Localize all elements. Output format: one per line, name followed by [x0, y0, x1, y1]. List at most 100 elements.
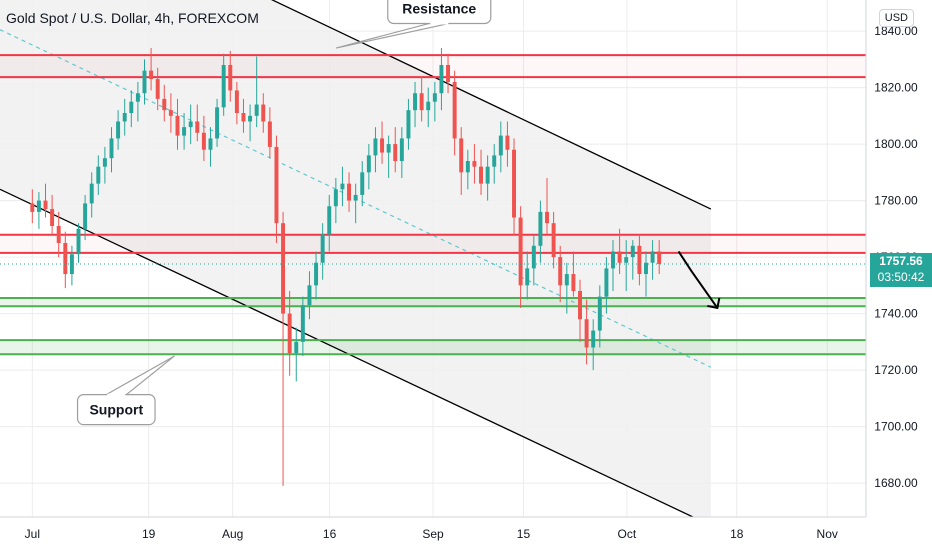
candle-body [135, 93, 140, 102]
candle-body [36, 200, 41, 212]
candle-body [182, 127, 187, 136]
candle-body [221, 64, 226, 108]
candle-body [261, 104, 266, 122]
support-band-upper [0, 298, 866, 307]
currency-badge[interactable]: USD [878, 9, 914, 27]
x-tick-label-2: Aug [222, 527, 243, 541]
candle-body [215, 107, 220, 139]
last-price-tag: 1757.56 03:50:42 [870, 253, 932, 287]
candle-body [333, 189, 338, 207]
candle-body [459, 138, 464, 173]
candle-body [426, 101, 431, 111]
candle-body [538, 211, 543, 246]
candle-body [657, 251, 662, 264]
candle-body [597, 296, 602, 331]
candle-body [195, 121, 200, 133]
projection-arrowhead [707, 297, 721, 310]
candle-body [83, 203, 88, 229]
projection-arrow [677, 250, 719, 309]
time-axis-bg [0, 517, 932, 550]
candle-body [465, 161, 470, 173]
x-tick-label-0: Jul [25, 527, 40, 541]
candle-body [254, 104, 259, 116]
candle-body [155, 79, 160, 99]
candle-body [201, 132, 206, 150]
candle-body [327, 206, 332, 235]
candle-body [624, 257, 629, 263]
channel-zone [0, 0, 711, 526]
candle-body [399, 138, 404, 162]
candle-body [545, 211, 549, 224]
candle-body [571, 274, 576, 291]
callout-pointer-0 [335, 22, 450, 49]
candle-body [380, 138, 385, 153]
candle-body [320, 234, 325, 263]
candle-body [116, 121, 121, 139]
candle-body [96, 166, 101, 184]
candle-body [578, 290, 582, 320]
candle-body [56, 226, 61, 243]
x-tick-label-4: Sep [422, 527, 444, 541]
candle-body [531, 245, 536, 269]
candle-body [366, 155, 371, 173]
candle-body [637, 245, 642, 275]
y-tick-label-6: 1800.00 [874, 137, 918, 151]
support-band-lower [0, 340, 866, 355]
candle-body [287, 313, 292, 354]
candle-body [617, 251, 622, 263]
y-tick-label-5: 1780.00 [874, 194, 918, 208]
candle-body [188, 121, 193, 128]
candle-body [564, 274, 569, 286]
x-tick-label-1: 19 [142, 527, 156, 541]
bar-countdown: 03:50:42 [877, 270, 925, 284]
candle-body [340, 183, 345, 190]
x-tick-label-8: Nov [817, 527, 838, 541]
candle-body [644, 262, 648, 275]
x-tick-label-7: 18 [730, 527, 744, 541]
candle-body [439, 64, 444, 94]
candle-body [122, 113, 127, 122]
x-tick-label-5: 15 [517, 527, 531, 541]
candles [30, 48, 662, 486]
candle-body [498, 135, 503, 156]
candle-body [267, 121, 272, 147]
candle-body [102, 158, 107, 167]
y-tick-label-2: 1720.00 [874, 363, 918, 377]
candle-body [208, 138, 213, 150]
candle-body [393, 144, 398, 162]
candle-body [63, 242, 68, 275]
candle-body [512, 149, 517, 218]
candle-body [168, 110, 173, 116]
candle-body [281, 223, 286, 314]
y-tick-label-8: 1840.00 [874, 24, 918, 38]
channel-lower-line [0, 188, 712, 527]
candle-body [89, 183, 94, 204]
candle-body [300, 305, 305, 342]
candle-body [413, 93, 418, 111]
candle-body [30, 203, 35, 212]
candle-body [175, 115, 180, 136]
candle-body [373, 138, 378, 156]
candle-body [446, 64, 451, 82]
candle-body [248, 115, 253, 122]
resistance-band-upper [0, 55, 866, 78]
candle-body [472, 161, 477, 167]
candle-body [274, 146, 279, 224]
resistance-band-lower [0, 234, 866, 253]
chart-title: Gold Spot / U.S. Dollar, 4h, FOREXCOM [6, 10, 259, 26]
candle-body [551, 223, 556, 258]
x-tick-label-6: Oct [618, 527, 637, 541]
candle-body [149, 70, 154, 80]
candle-body [485, 166, 490, 184]
candle-body [129, 101, 134, 114]
candle-body [360, 172, 365, 195]
candle-body [650, 251, 655, 263]
y-tick-label-0: 1680.00 [874, 476, 918, 490]
candle-body [50, 209, 55, 227]
candle-body [294, 341, 299, 354]
channel-upper-line [270, 0, 712, 210]
last-price: 1757.56 [879, 254, 923, 268]
callout-label-0: Resistance [402, 0, 476, 16]
